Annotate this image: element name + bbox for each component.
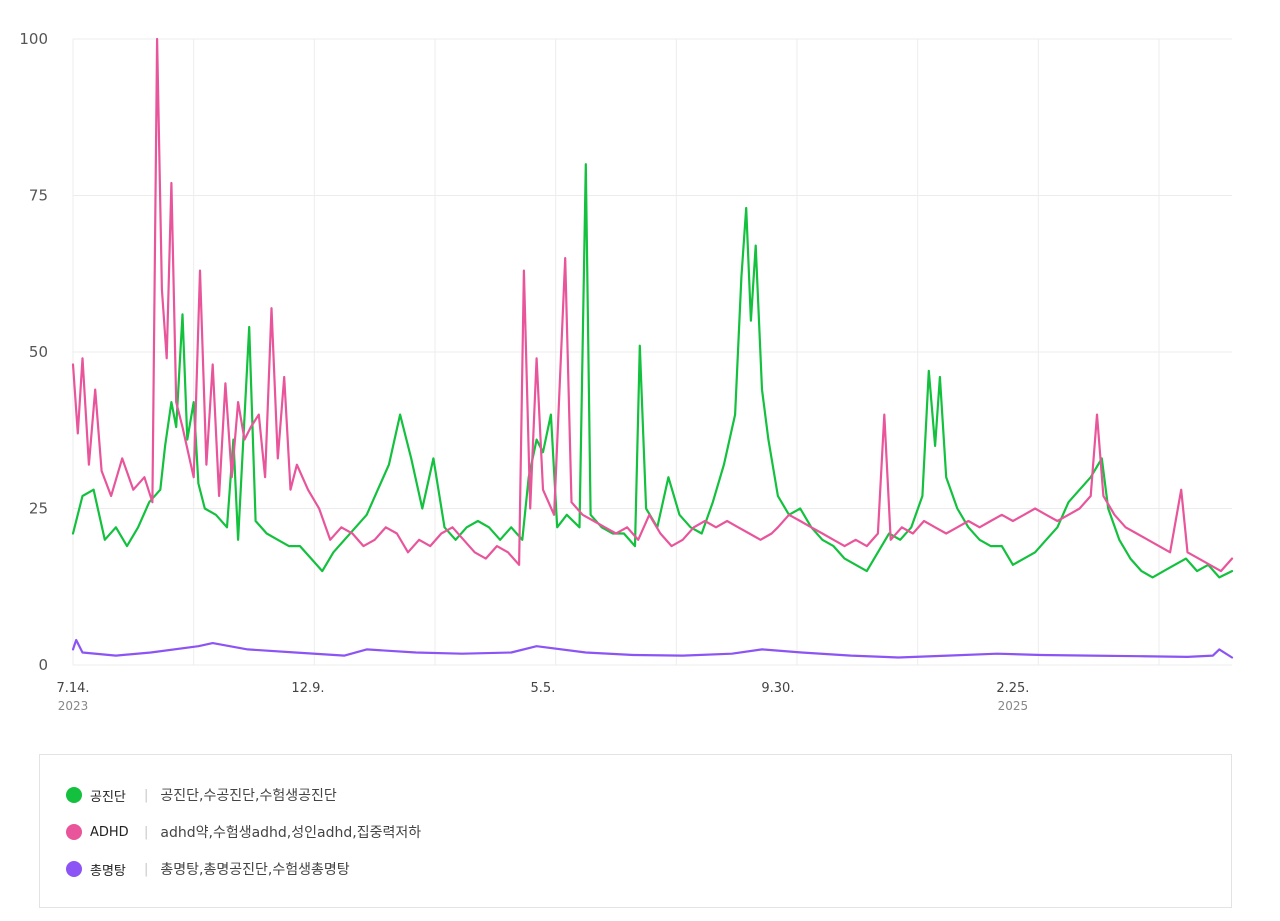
legend-keywords: adhd약,수험생adhd,성인adhd,집중력저하 [160, 825, 422, 841]
axes: 0 25 50 75 100 7.14. 2023 12.9. 5.5. 9.30. 2.25. 20… [19, 30, 1029, 713]
legend: 공진단 | 공진단,수공진단,수험생공진단 ADHD | adhd약,수험생ad… [39, 754, 1232, 908]
y-tick-label: 50 [29, 343, 48, 361]
y-tick-label: 75 [29, 187, 48, 205]
y-tick-label: 25 [29, 500, 48, 518]
x-tick-label: 7.14. [56, 681, 89, 696]
legend-item-chongmyeongtang[interactable]: 총명탕 | 총명탕,총명공진단,수험생총명탕 [66, 856, 350, 882]
chart-svg: 0 25 50 75 100 7.14. 2023 12.9. 5.5. 9.30. 2.25. 20… [19, 30, 1234, 713]
legend-keywords: 공진단,수공진단,수험생공진단 [160, 788, 337, 804]
x-tick-label: 9.30. [761, 681, 794, 696]
x-tick-label: 12.9. [291, 681, 324, 696]
legend-series-name: 총명탕 [90, 863, 126, 879]
grid [72, 38, 1232, 666]
x-tick-year: 2023 [58, 699, 89, 713]
legend-item-gongjindan[interactable]: 공진단 | 공진단,수공진단,수험생공진단 [66, 782, 337, 808]
legend-marker-gongjindan [66, 787, 82, 803]
x-tick-label: 2.25. [996, 681, 1029, 696]
y-tick-label: 0 [38, 656, 48, 674]
legend-separator: | [144, 824, 149, 840]
legend-separator: | [144, 787, 149, 803]
legend-keywords: 총명탕,총명공진단,수험생총명탕 [160, 862, 350, 878]
series-line-0 [71, 163, 1234, 579]
series-line-2 [71, 638, 1234, 659]
legend-separator: | [144, 861, 149, 877]
y-tick-label: 100 [19, 30, 48, 48]
series-line-1 [71, 37, 1234, 573]
series-lines [71, 37, 1234, 659]
x-tick-year: 2025 [998, 699, 1029, 713]
trend-chart: 0 25 50 75 100 7.14. 2023 12.9. 5.5. 9.30. 2.25. 20… [19, 30, 1234, 713]
x-tick-label: 5.5. [531, 681, 556, 696]
legend-marker-chongmyeongtang [66, 861, 82, 877]
legend-series-name: 공진단 [90, 789, 126, 805]
legend-item-adhd[interactable]: ADHD | adhd약,수험생adhd,성인adhd,집중력저하 [66, 819, 421, 845]
legend-marker-adhd [66, 824, 82, 840]
legend-series-name: ADHD [90, 824, 129, 840]
